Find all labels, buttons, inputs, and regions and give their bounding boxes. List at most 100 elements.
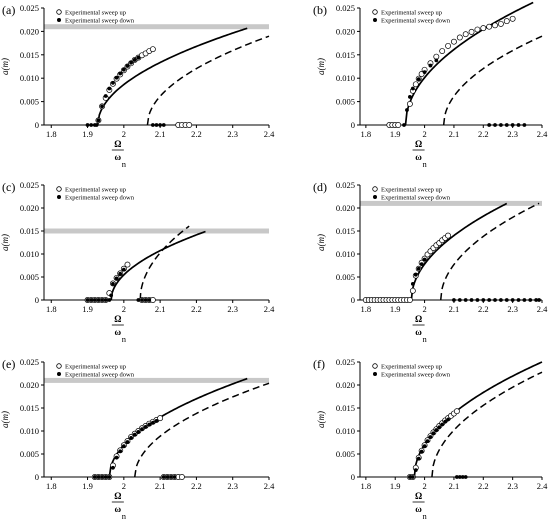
x-tick-label: 2.1 xyxy=(449,481,460,491)
sweep-up-point xyxy=(503,18,510,25)
y-tick-label: 0.025 xyxy=(336,357,355,367)
sweep-down-point xyxy=(422,444,427,449)
sweep-down-point xyxy=(457,475,462,479)
sweep-down-point xyxy=(111,465,115,470)
x-label-numerator: Ω xyxy=(114,314,121,324)
chart-panel-5: (f) 1.8 1.9 2 2.1 2.2 2.3 2.4 0 0.005 0.010 0.015 0.… xyxy=(313,357,548,521)
x-label-subscript: n xyxy=(422,334,427,344)
x-tick-label: 1.9 xyxy=(390,304,401,314)
sweep-down-point xyxy=(487,298,492,302)
sweep-down-point xyxy=(434,428,439,432)
sweep-down-point xyxy=(154,418,159,423)
sweep-down-point xyxy=(419,449,424,454)
unstable-branch-curve xyxy=(139,225,190,301)
chart-panel-1: (b) 1.8 1.9 2 2.1 2.2 2.3 2.4 0 0.005 0.010 0.015 0.… xyxy=(313,1,548,169)
sweep-down-point xyxy=(416,456,421,461)
sweep-down-point xyxy=(405,108,409,112)
legend-label-sweep-down: Experimental sweep down xyxy=(381,17,451,24)
y-tick-label: 0 xyxy=(351,295,355,305)
y-tick-label: 0.015 xyxy=(336,50,355,60)
x-tick-label: 2.4 xyxy=(264,304,275,314)
x-tick-label: 2 xyxy=(122,129,126,139)
y-tick-label: 0.020 xyxy=(336,203,355,213)
panel-label: (a) xyxy=(2,3,15,17)
y-tick-label: 0.010 xyxy=(336,249,355,259)
sweep-down-point xyxy=(510,123,515,127)
sweep-down-point xyxy=(510,298,515,302)
panel-label: (b) xyxy=(313,3,327,17)
sweep-down-point xyxy=(493,123,497,127)
y-tick-label: 0 xyxy=(35,120,39,130)
sweep-down-point xyxy=(463,298,468,302)
unstable-branch-curve xyxy=(146,35,270,126)
stable-branch-curve xyxy=(108,377,248,478)
sweep-down-point xyxy=(107,475,112,479)
x-tick-label: 2.2 xyxy=(191,304,202,314)
sweep-down-point xyxy=(85,298,90,302)
sweep-down-point xyxy=(410,86,415,91)
sweep-up-point xyxy=(433,53,440,60)
chart-panel-4: (e) 1.8 1.9 2 2.1 2.2 2.3 2.4 0 0.005 0.010 0.015 0.… xyxy=(0,357,275,521)
sweep-down-point xyxy=(103,298,108,302)
y-axis-label: a(m) xyxy=(0,58,10,75)
x-tick-label: 1.8 xyxy=(46,129,57,139)
x-label-denominator: ω xyxy=(415,327,422,337)
x-tick-label: 2.2 xyxy=(478,481,489,491)
sweep-down-point xyxy=(107,86,112,91)
chart-panel-3: (d) 1.8 1.9 2 2.1 2.2 2.3 2.4 0 0.005 0.010 0.015 0.… xyxy=(313,180,548,344)
y-tick-label: 0.025 xyxy=(20,180,39,190)
y-tick-label: 0.015 xyxy=(336,226,355,236)
x-label-numerator: Ω xyxy=(114,491,121,501)
sweep-down-point xyxy=(413,272,418,277)
x-tick-label: 2.4 xyxy=(537,481,548,491)
sweep-down-point xyxy=(504,123,509,127)
chart-panel-0: (a) 1.8 1.9 2 2.1 2.2 2.3 2.4 0 0.005 0.010 0.015 0.… xyxy=(0,3,275,169)
y-tick-label: 0.020 xyxy=(20,380,39,390)
sweep-down-point xyxy=(136,298,141,302)
sweep-down-point xyxy=(161,123,166,127)
legend-marker-sweep-up xyxy=(56,363,62,369)
sweep-down-point xyxy=(111,282,115,286)
sweep-down-point xyxy=(143,424,148,429)
sweep-down-point xyxy=(150,123,155,127)
sweep-down-point xyxy=(147,422,152,427)
x-tick-label: 2.3 xyxy=(227,129,238,139)
x-tick-label: 2.1 xyxy=(155,304,166,314)
x-tick-label: 2.1 xyxy=(449,129,460,139)
sweep-down-point xyxy=(499,123,503,127)
sweep-down-point xyxy=(469,298,474,302)
y-tick-label: 0.010 xyxy=(336,426,355,436)
unstable-branch-curve xyxy=(442,35,543,126)
sweep-down-point xyxy=(94,123,99,127)
sweep-down-point xyxy=(121,267,126,272)
sweep-down-point xyxy=(419,262,424,267)
sweep-down-point xyxy=(150,420,155,425)
x-tick-label: 2.3 xyxy=(507,304,518,314)
sweep-down-point xyxy=(109,293,114,298)
x-tick-label: 2 xyxy=(122,304,126,314)
x-tick-label: 1.8 xyxy=(46,304,57,314)
sweep-up-point xyxy=(450,38,457,45)
x-label-subscript: n xyxy=(422,159,427,169)
sweep-up-point xyxy=(456,34,463,41)
sweep-up-point xyxy=(412,81,419,88)
panel-label: (d) xyxy=(313,180,327,194)
sweep-up-point xyxy=(486,23,493,30)
panel-label: (c) xyxy=(2,180,15,194)
y-tick-label: 0.010 xyxy=(20,426,39,436)
sweep-down-point xyxy=(114,276,119,281)
sweep-up-point xyxy=(124,261,131,268)
x-tick-label: 2.1 xyxy=(449,304,460,314)
x-tick-label: 2 xyxy=(422,129,426,139)
y-tick-label: 0 xyxy=(35,295,39,305)
sweep-down-point xyxy=(92,298,97,302)
x-tick-label: 2 xyxy=(422,304,426,314)
x-tick-label: 2.4 xyxy=(264,129,275,139)
sweep-down-point xyxy=(121,444,126,449)
sweep-down-point xyxy=(140,427,144,432)
stable-branch-curve xyxy=(96,27,248,126)
y-tick-label: 0.025 xyxy=(336,180,355,190)
y-tick-label: 0.005 xyxy=(20,272,39,282)
x-label-subscript: n xyxy=(122,511,127,521)
x-label-denominator: ω xyxy=(415,504,422,514)
